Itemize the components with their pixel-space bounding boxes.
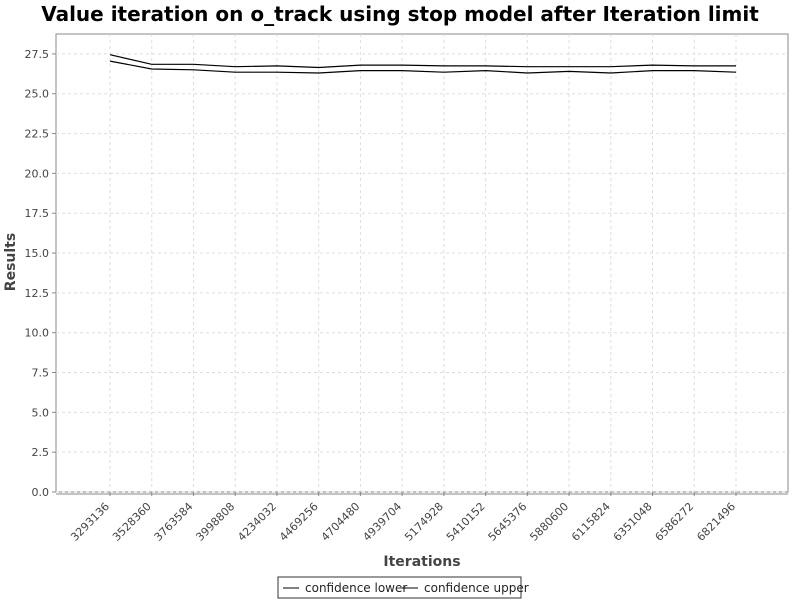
x-tick-label: 4234032 — [235, 500, 279, 544]
x-tick-label: 4469256 — [277, 500, 321, 544]
axes — [52, 53, 788, 496]
series-line-confidence-upper — [109, 54, 736, 69]
x-tick-label: 3998808 — [193, 500, 237, 544]
legend-box — [277, 576, 522, 599]
y-tick-label: 17.5 — [25, 207, 50, 220]
legend-label-upper: confidence upper — [424, 581, 529, 595]
y-tick-label: 27.5 — [25, 48, 50, 61]
series-line-confidence-lower — [109, 60, 737, 74]
legend: confidence lower confidence upper — [277, 576, 529, 599]
x-tick-label: 6351048 — [611, 500, 655, 544]
x-tick-label: 5174928 — [402, 500, 446, 544]
x-tick-label: 6115824 — [569, 500, 613, 544]
y-tick-label: 22.5 — [25, 128, 50, 141]
x-tick-label: 5880600 — [527, 500, 571, 544]
y-tick-label: 12.5 — [25, 287, 50, 300]
x-tick-label: 6586272 — [653, 500, 697, 544]
x-tick-label: 3528360 — [110, 500, 154, 544]
series-lines — [109, 54, 737, 74]
y-tick-label: 7.5 — [32, 367, 50, 380]
y-tick-label: 20.0 — [25, 167, 50, 180]
x-tick-label: 4704480 — [319, 500, 363, 544]
legend-label-lower: confidence lower — [305, 581, 407, 595]
y-tick-label: 10.0 — [25, 327, 50, 340]
y-tick-label: 2.5 — [32, 446, 50, 459]
x-tick-label: 6821496 — [694, 500, 738, 544]
x-tick-label: 5410152 — [444, 500, 488, 544]
x-tick-label: 4939704 — [360, 500, 404, 544]
y-tick-label: 15.0 — [25, 247, 50, 260]
x-tick-label: 3763584 — [152, 500, 196, 544]
x-tick-labels: 3293136352836037635843998808423403244692… — [68, 500, 738, 544]
grid — [56, 34, 788, 493]
x-axis-label: Iterations — [383, 554, 460, 570]
y-tick-label: 25.0 — [25, 88, 50, 101]
x-tick-label: 5645376 — [486, 500, 530, 544]
y-tick-label: 5.0 — [32, 406, 50, 419]
y-tick-labels: 0.0 2.5 5.0 7.5 10.0 12.5 15.0 17.5 20.0 22.5 25.0… — [25, 48, 50, 499]
x-tick-label: 3293136 — [68, 500, 112, 544]
y-tick-label: 0.0 — [32, 486, 50, 499]
y-axis-label: Results — [3, 233, 19, 291]
chart-title: Value iteration on o_track using stop mo… — [41, 2, 759, 26]
plot-area — [55, 33, 789, 493]
